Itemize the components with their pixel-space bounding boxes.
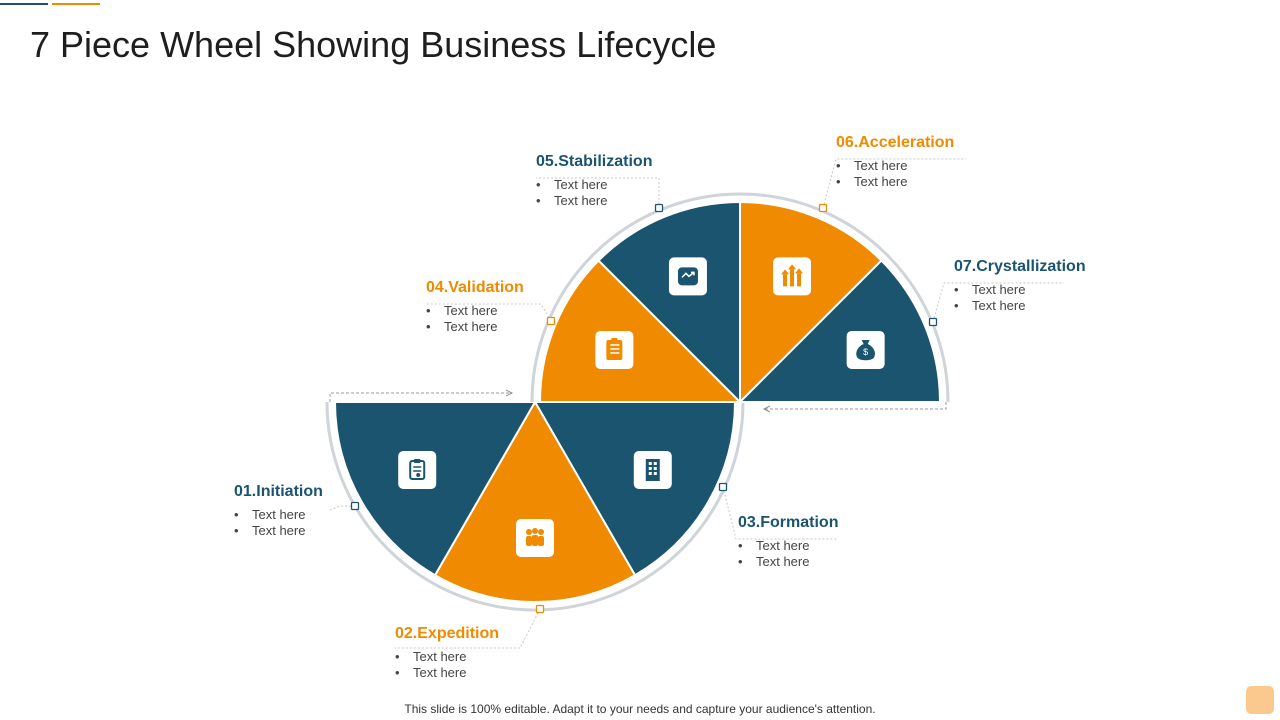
wedge-crystallization xyxy=(737,259,942,403)
stage-title: 06.Acceleration xyxy=(836,134,955,151)
stage-title: 03.Formation xyxy=(738,514,839,531)
bullet-item: Text here xyxy=(234,507,323,523)
bullet-item: Text here xyxy=(836,158,954,174)
connector-node xyxy=(718,482,728,492)
stage-label-stabilization: 05.Stabilization Text here Text here xyxy=(536,153,652,209)
trend-arrow-icon xyxy=(677,267,698,286)
stage-title: 02.Expedition xyxy=(395,625,500,642)
bullet-list: Text here Text here xyxy=(234,507,323,539)
lower-ring-arc xyxy=(325,401,745,612)
bullet-list: Text here Text here xyxy=(836,158,954,190)
wedge-acceleration xyxy=(739,200,883,405)
bullet-item: Text here xyxy=(954,282,1086,298)
bullet-item: Text here xyxy=(536,193,652,209)
bullet-list: Text here Text here xyxy=(954,282,1086,314)
wedge-formation xyxy=(533,401,737,577)
wedge-expedition xyxy=(433,400,637,603)
svg-text:$: $ xyxy=(863,347,868,357)
team-icon xyxy=(526,528,544,546)
bullet-item: Text here xyxy=(395,649,499,665)
stage-title: 05.Stabilization xyxy=(536,153,653,170)
stage-label-validation: 04.Validation Text here Text here xyxy=(426,279,524,335)
connector-node xyxy=(350,501,360,511)
accent-line-orange xyxy=(52,3,100,5)
bullet-list: Text here Text here xyxy=(536,177,652,209)
connector-node xyxy=(546,316,556,326)
bullet-item: Text here xyxy=(426,319,524,335)
stage-title: 01.Initiation xyxy=(234,483,323,500)
connector-node xyxy=(654,203,664,213)
stage-label-acceleration: 06.Acceleration Text here Text here xyxy=(836,134,954,190)
stage-title: 07.Crystallization xyxy=(954,258,1086,275)
flow-arrow-bottom xyxy=(764,402,947,409)
stage-label-expedition: 02.Expedition Text here Text here xyxy=(395,625,499,681)
clipboard-icon-tile xyxy=(398,451,437,489)
bullet-item: Text here xyxy=(536,177,652,193)
bullet-list: Text here Text here xyxy=(395,649,499,681)
stage-label-formation: 03.Formation Text here Text here xyxy=(738,514,838,570)
bullet-item: Text here xyxy=(426,303,524,319)
bullet-item: Text here xyxy=(738,538,838,554)
wedge-validation xyxy=(538,259,743,403)
flow-arrow-top xyxy=(329,393,512,402)
growth-arrows-icon xyxy=(781,264,804,287)
bullet-item: Text here xyxy=(836,174,954,190)
footer-note: This slide is 100% editable. Adapt it to… xyxy=(404,702,876,716)
page-title: 7 Piece Wheel Showing Business Lifecycle xyxy=(30,24,717,65)
money-bag-icon: $ xyxy=(856,339,875,361)
upper-ring-arc xyxy=(530,192,950,403)
bullet-item: Text here xyxy=(954,298,1086,314)
corner-button[interactable] xyxy=(1246,686,1274,714)
connector-node xyxy=(818,203,828,213)
clipboard-icon xyxy=(409,459,426,480)
accent-line-navy xyxy=(0,3,48,5)
bullet-item: Text here xyxy=(395,665,499,681)
bullet-list: Text here Text here xyxy=(738,538,838,570)
bullet-item: Text here xyxy=(738,554,838,570)
wedge-initiation xyxy=(333,401,537,577)
leader-initiation xyxy=(329,505,355,511)
connector-node xyxy=(535,604,545,614)
stage-label-initiation: 01.Initiation Text here Text here xyxy=(234,483,323,539)
building-icon xyxy=(645,459,660,481)
connector-node xyxy=(928,317,938,327)
wedge-stabilization xyxy=(597,200,741,405)
bullet-item: Text here xyxy=(234,523,323,539)
checklist-icon xyxy=(606,337,623,360)
stage-label-crystallization: 07.Crystallization Text here Text here xyxy=(954,258,1086,314)
bullet-list: Text here Text here xyxy=(426,303,524,335)
stage-title: 04.Validation xyxy=(426,279,524,296)
